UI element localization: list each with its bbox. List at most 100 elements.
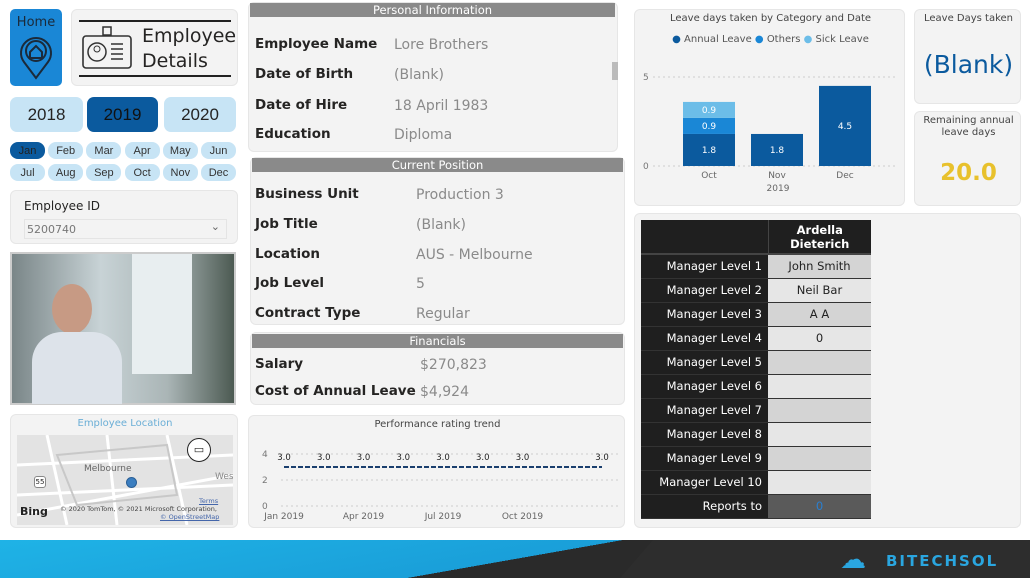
location-marker[interactable]: [126, 477, 137, 488]
map-canvas[interactable]: Melbourne Wes 55 ▭ Bing © 2020 TomTom, ©…: [17, 435, 233, 525]
month-sep-button[interactable]: Sep: [86, 164, 122, 181]
manager-level-label: Manager Level 3: [641, 302, 768, 327]
y-tick-label: 5: [643, 73, 649, 83]
map-side-label: Wes: [215, 472, 233, 482]
personal-information-header: Personal Information: [250, 3, 615, 17]
table-row: Reports to 0: [641, 494, 871, 519]
leave-days-taken-value: (Blank): [923, 50, 1014, 79]
x-tick-label: Dec: [836, 171, 853, 181]
month-may-button[interactable]: May: [162, 142, 198, 159]
month-apr-button[interactable]: Apr: [124, 142, 160, 159]
month-aug-button[interactable]: Aug: [48, 164, 84, 181]
employee-id-dropdown[interactable]: 5200740 ⌄: [24, 219, 227, 239]
financials-header: Financials: [252, 334, 623, 348]
bar-annual-leave-oct[interactable]: [683, 133, 735, 166]
month-mar-button[interactable]: Mar: [86, 142, 122, 159]
legend-item[interactable]: ● Others: [754, 34, 801, 45]
legend-item[interactable]: ● Sick Leave: [803, 34, 869, 45]
manager-level-value: [768, 446, 871, 471]
home-label: Home: [16, 15, 56, 30]
manager-level-label: Manager Level 6: [641, 374, 768, 399]
month-jul-button[interactable]: Jul: [10, 164, 45, 181]
id-badge-icon: [82, 26, 132, 69]
scrollbar[interactable]: [612, 62, 618, 80]
table-row: Manager Level 10: [641, 470, 871, 495]
leave-bar-chart: 0 5 1.8 0.9 0.9 Oct 1.8 Nov 4.5 Dec 2019: [643, 73, 895, 194]
leave-days-taken-card: Leave Days taken (Blank): [914, 9, 1021, 104]
bing-logo: Bing: [20, 505, 48, 518]
home-button[interactable]: Home: [10, 9, 62, 86]
month-feb-button[interactable]: Feb: [48, 142, 84, 159]
legend-dot-icon: ●: [672, 34, 685, 45]
table-row: Manager Level 9: [641, 446, 871, 471]
legend-item[interactable]: ● Annual Leave: [672, 34, 752, 45]
table-row: Manager Level 6: [641, 374, 871, 399]
map-copyright: © 2020 TomTom, © 2021 Microsoft Corporat…: [60, 505, 217, 513]
financials-label: Cost of Annual Leave: [255, 383, 416, 399]
manager-level-value: [768, 422, 871, 447]
current-position-card: [250, 157, 625, 325]
manager-level-value: 0: [768, 494, 871, 519]
home-location-icon: [20, 37, 52, 80]
cloud-logo-icon: ☁: [840, 545, 866, 575]
employee-id-value: 5200740: [27, 223, 76, 236]
manager-level-label: Manager Level 5: [641, 350, 768, 375]
remaining-leave-label: Remaining annual leave days: [923, 115, 1014, 138]
manager-level-label: Manager Level 8: [641, 422, 768, 447]
brand-name: BITECHSOL: [886, 552, 999, 570]
table-row: Manager Level 5: [641, 350, 871, 375]
month-jun-button[interactable]: Jun: [201, 142, 236, 159]
position-value: 5: [416, 276, 425, 292]
year-2020-button[interactable]: 2020: [164, 97, 236, 132]
year-2018-button[interactable]: 2018: [10, 97, 83, 132]
osm-link[interactable]: © OpenStreetMap: [160, 513, 220, 521]
year-2019-button[interactable]: 2019: [87, 97, 158, 132]
x-tick-label: Oct 2019: [502, 512, 544, 522]
bar-others-oct[interactable]: [683, 117, 735, 134]
manager-level-label: Manager Level 1: [641, 254, 768, 279]
leave-days-taken-label: Leave Days taken: [923, 13, 1014, 24]
financials-value: $270,823: [420, 357, 487, 373]
employee-location-map[interactable]: Employee Location Melbourne Wes 55 ▭ Bin…: [10, 414, 238, 528]
month-oct-button[interactable]: Oct: [124, 164, 160, 181]
month-jan-button[interactable]: Jan: [10, 142, 45, 159]
data-label: 3.0: [277, 453, 291, 463]
manager-level-value: Neil Bar: [768, 278, 871, 303]
data-label: 3.0: [357, 453, 371, 463]
data-label: 3.0: [317, 453, 331, 463]
financials-value: $4,924: [420, 384, 469, 400]
manager-level-label: Manager Level 7: [641, 398, 768, 423]
y-tick-label: 4: [262, 450, 268, 460]
manager-level-value: A A: [768, 302, 871, 327]
data-label: 3.0: [516, 453, 530, 463]
y-tick-label: 0: [643, 162, 649, 172]
x-tick-label: Apr 2019: [343, 512, 385, 522]
table-row: Manager Level 7: [641, 398, 871, 423]
performance-chart-title: Performance rating trend: [374, 419, 501, 430]
personal-value: (Blank): [394, 67, 444, 83]
bar-annual-leave-dec[interactable]: [819, 85, 871, 166]
manager-level-value: [768, 470, 871, 495]
table-header-row: Ardella Dieterich: [641, 220, 871, 255]
remaining-leave-card: Remaining annual leave days 20.0: [914, 111, 1021, 206]
data-label: 4.5: [838, 122, 852, 132]
data-label: 3.0: [476, 453, 490, 463]
manager-level-label: Manager Level 9: [641, 446, 768, 471]
manager-level-value: John Smith: [768, 254, 871, 279]
manager-level-value: 0: [768, 326, 871, 351]
personal-label: Education: [255, 126, 331, 142]
position-value: (Blank): [416, 217, 466, 233]
legend-dot-icon: ●: [803, 34, 816, 45]
personal-value: 18 April 1983: [394, 98, 489, 114]
data-label: 3.0: [396, 453, 410, 463]
month-nov-button[interactable]: Nov: [162, 164, 198, 181]
bar-annual-leave-nov[interactable]: [751, 133, 803, 166]
focus-mode-icon[interactable]: ▭: [187, 438, 211, 462]
page-title: Employee Details: [142, 25, 237, 72]
month-dec-button[interactable]: Dec: [201, 164, 236, 181]
bar-sick-leave-oct[interactable]: [683, 101, 735, 118]
remaining-leave-value: 20.0: [940, 160, 997, 186]
terms-link[interactable]: Terms: [199, 497, 219, 505]
manager-level-value: [768, 398, 871, 423]
